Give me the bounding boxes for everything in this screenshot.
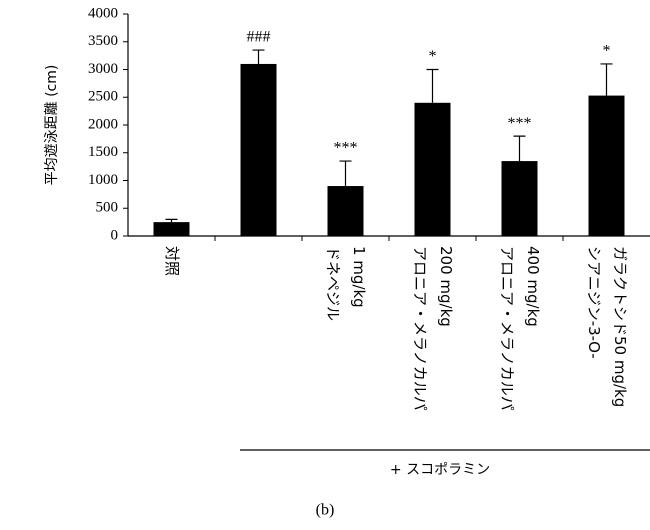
panel-label: (b) [316,502,335,519]
y-tick-label: 1000 [88,172,118,188]
bar [240,63,277,237]
y-tick-label: 4000 [88,5,118,21]
x-tick-label: シアニジン-3-O- [585,246,603,359]
error-bar [165,218,178,223]
y-tick-label: 1500 [88,144,118,160]
bar [153,222,190,236]
x-tick-label: 400 mg/kg [524,246,542,327]
x-tick-label: 1 mg/kg [350,246,368,308]
error-bar [339,160,352,187]
y-tick-label: 0 [111,227,119,243]
y-tick-label: 500 [96,200,119,216]
y-axis-label: 平均遊泳距離 (cm) [43,65,60,186]
error-bar [252,49,265,64]
bar [414,102,451,236]
x-tick-label: ドネペジル [324,246,342,321]
significance-label: *** [334,140,358,157]
y-tick-label: 2000 [88,116,118,132]
bar [588,95,625,237]
error-bar [513,135,526,162]
significance-label: *** [508,115,532,132]
significance-label: * [603,43,611,60]
significance-label: ### [247,29,271,46]
x-tick-label: アロニア・メラノカルパ [498,246,516,411]
y-tick-label: 3500 [88,33,118,49]
y-tick-label: 2500 [88,89,118,105]
significance-label: * [429,48,437,65]
x-tick-label: アロニア・メラノカルパ [411,246,429,411]
x-tick-label: ガラクトシド50 mg/kg [611,246,629,407]
group-label: + スコポラミン [390,462,490,478]
bar [501,161,538,236]
error-bar [600,63,613,96]
error-bar [426,68,439,103]
bar [327,186,364,236]
x-tick-label: 200 mg/kg [437,246,455,327]
x-tick-label: 対照 [163,246,181,276]
y-tick-label: 3000 [88,61,118,77]
